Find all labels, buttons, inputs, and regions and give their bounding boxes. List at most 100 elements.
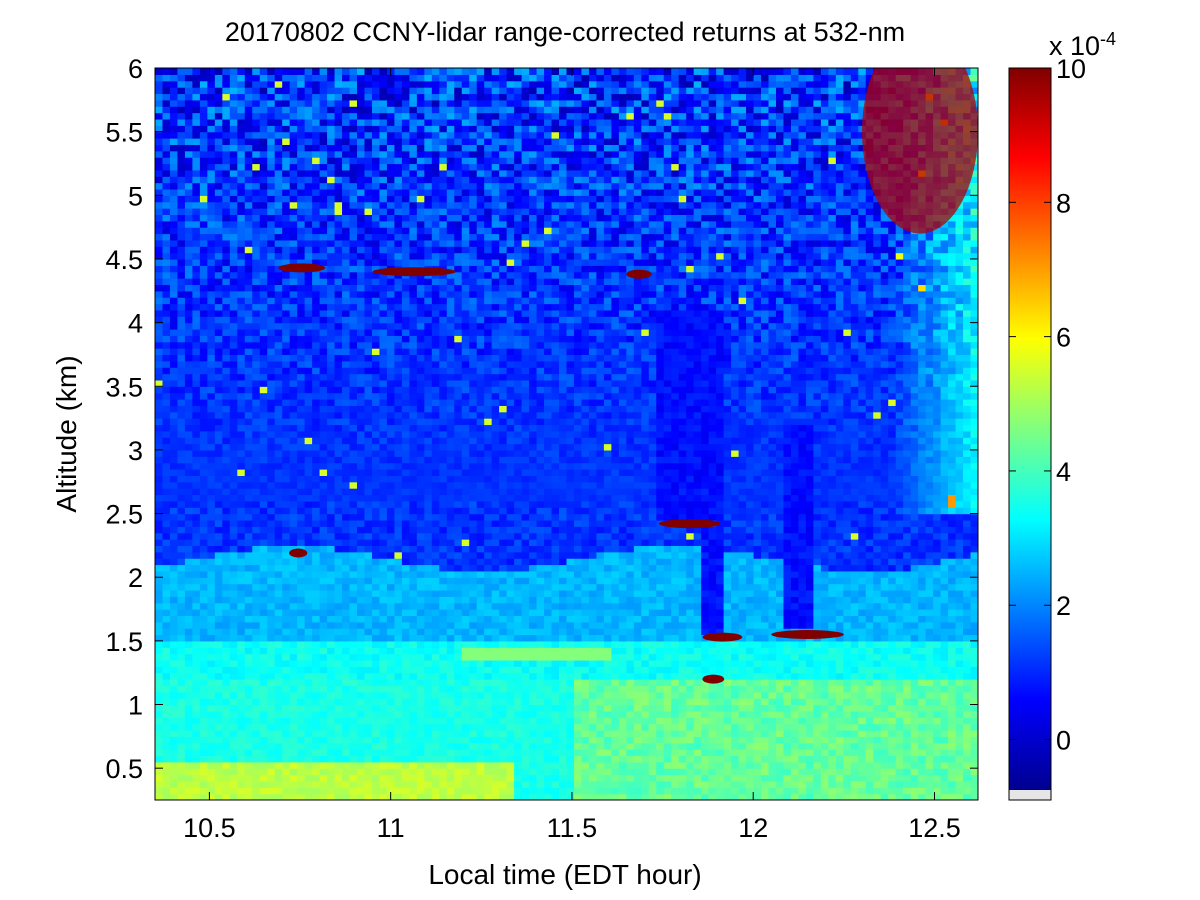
heatmap-cell <box>184 519 194 527</box>
heatmap-cell <box>327 564 336 572</box>
heatmap-cell <box>364 481 373 489</box>
heatmap-cell <box>304 239 313 247</box>
heatmap-cell <box>222 589 231 597</box>
heatmap-cell <box>364 157 373 165</box>
heatmap-cell <box>364 367 373 375</box>
heatmap-cell <box>394 698 403 706</box>
heatmap-cell <box>297 297 306 305</box>
heatmap-cell <box>469 704 478 712</box>
heatmap-cell <box>446 144 455 152</box>
heatmap-cell <box>431 418 440 426</box>
heatmap-cell <box>312 469 321 476</box>
heatmap-cell <box>446 150 455 158</box>
heatmap-cell <box>386 749 396 757</box>
heatmap-cell <box>199 112 208 120</box>
heatmap-cell <box>349 469 358 476</box>
heatmap-cell <box>282 621 291 629</box>
heatmap-cell <box>259 481 268 489</box>
heatmap-cell <box>267 106 276 114</box>
heatmap-cell <box>319 539 328 546</box>
heatmap-cell <box>184 513 194 521</box>
heatmap-cell <box>155 93 164 101</box>
heatmap-cell <box>386 704 396 712</box>
heatmap-cell <box>304 176 313 184</box>
heatmap-cell <box>312 698 321 706</box>
heatmap-cell <box>282 558 291 566</box>
heatmap-cell <box>289 437 298 445</box>
heatmap-cell <box>349 290 358 298</box>
heatmap-cell <box>401 628 410 636</box>
heatmap-cell <box>244 666 253 674</box>
heatmap-cell <box>214 341 223 349</box>
heatmap-cell <box>252 679 261 687</box>
heatmap-cell <box>184 691 194 699</box>
heatmap-cell <box>222 360 231 368</box>
heatmap-cell <box>424 456 433 464</box>
heatmap-cell <box>155 131 164 139</box>
heatmap-cell <box>401 443 410 451</box>
heatmap-cell <box>237 481 246 489</box>
heatmap-cell <box>259 367 268 375</box>
heatmap-cell <box>371 456 381 464</box>
heatmap-cell <box>155 532 164 540</box>
heatmap-cell <box>192 666 201 674</box>
heatmap-cell <box>229 443 238 451</box>
heatmap-cell <box>229 367 238 375</box>
heatmap-cell <box>222 258 231 266</box>
heatmap-cell <box>394 150 403 158</box>
heatmap-cell <box>199 659 208 667</box>
heatmap-cell <box>424 634 433 642</box>
heatmap-cell <box>155 258 164 266</box>
heatmap-cell <box>386 303 396 311</box>
heatmap-cell <box>169 609 179 617</box>
heatmap-cell <box>297 710 306 718</box>
heatmap-cell <box>379 659 388 667</box>
heatmap-cell <box>312 233 321 241</box>
heatmap-cell <box>401 780 410 788</box>
heatmap-cell <box>342 774 351 782</box>
heatmap-cell <box>349 456 358 464</box>
heatmap-cell <box>274 755 283 763</box>
heatmap-cell <box>282 239 291 247</box>
heatmap-cell <box>312 284 321 292</box>
heatmap-cell <box>349 628 358 636</box>
heatmap-cell <box>259 577 268 585</box>
heatmap-cell <box>155 774 164 782</box>
heatmap-cell <box>394 589 403 597</box>
heatmap-cell <box>274 335 283 343</box>
heatmap-cell <box>184 761 194 769</box>
heatmap-cell <box>327 271 336 279</box>
heatmap-cell <box>252 596 261 604</box>
heatmap-cell <box>177 551 186 559</box>
heatmap-cell <box>446 182 455 190</box>
heatmap-cell <box>431 176 440 184</box>
heatmap-cell <box>229 685 238 693</box>
heatmap-cell <box>319 685 328 693</box>
heatmap-cell <box>252 729 261 737</box>
heatmap-cell <box>446 303 455 311</box>
heatmap-cell <box>244 367 253 375</box>
heatmap-cell <box>199 539 208 546</box>
heatmap-cell <box>461 430 470 438</box>
heatmap-cell <box>476 481 485 489</box>
heatmap-cell <box>252 628 261 636</box>
heatmap-cell <box>237 685 246 693</box>
heatmap-cell <box>184 532 194 540</box>
heatmap-cell <box>476 519 485 527</box>
heatmap-cell <box>282 551 291 559</box>
heatmap-cell <box>289 418 298 426</box>
heatmap-cell <box>386 106 396 114</box>
heatmap-cell <box>409 736 418 744</box>
heatmap-cell <box>342 68 351 75</box>
heatmap-cell <box>252 341 261 349</box>
heatmap-cell <box>229 182 238 190</box>
heatmap-cell <box>439 379 448 387</box>
heatmap-cell <box>401 80 410 88</box>
heatmap-cell <box>424 131 433 139</box>
heatmap-cell <box>192 456 201 464</box>
heatmap-cell <box>461 634 470 642</box>
heatmap-cell <box>476 500 485 508</box>
heatmap-cell <box>342 322 351 330</box>
heatmap-cell <box>237 634 246 642</box>
heatmap-cell <box>297 392 306 400</box>
